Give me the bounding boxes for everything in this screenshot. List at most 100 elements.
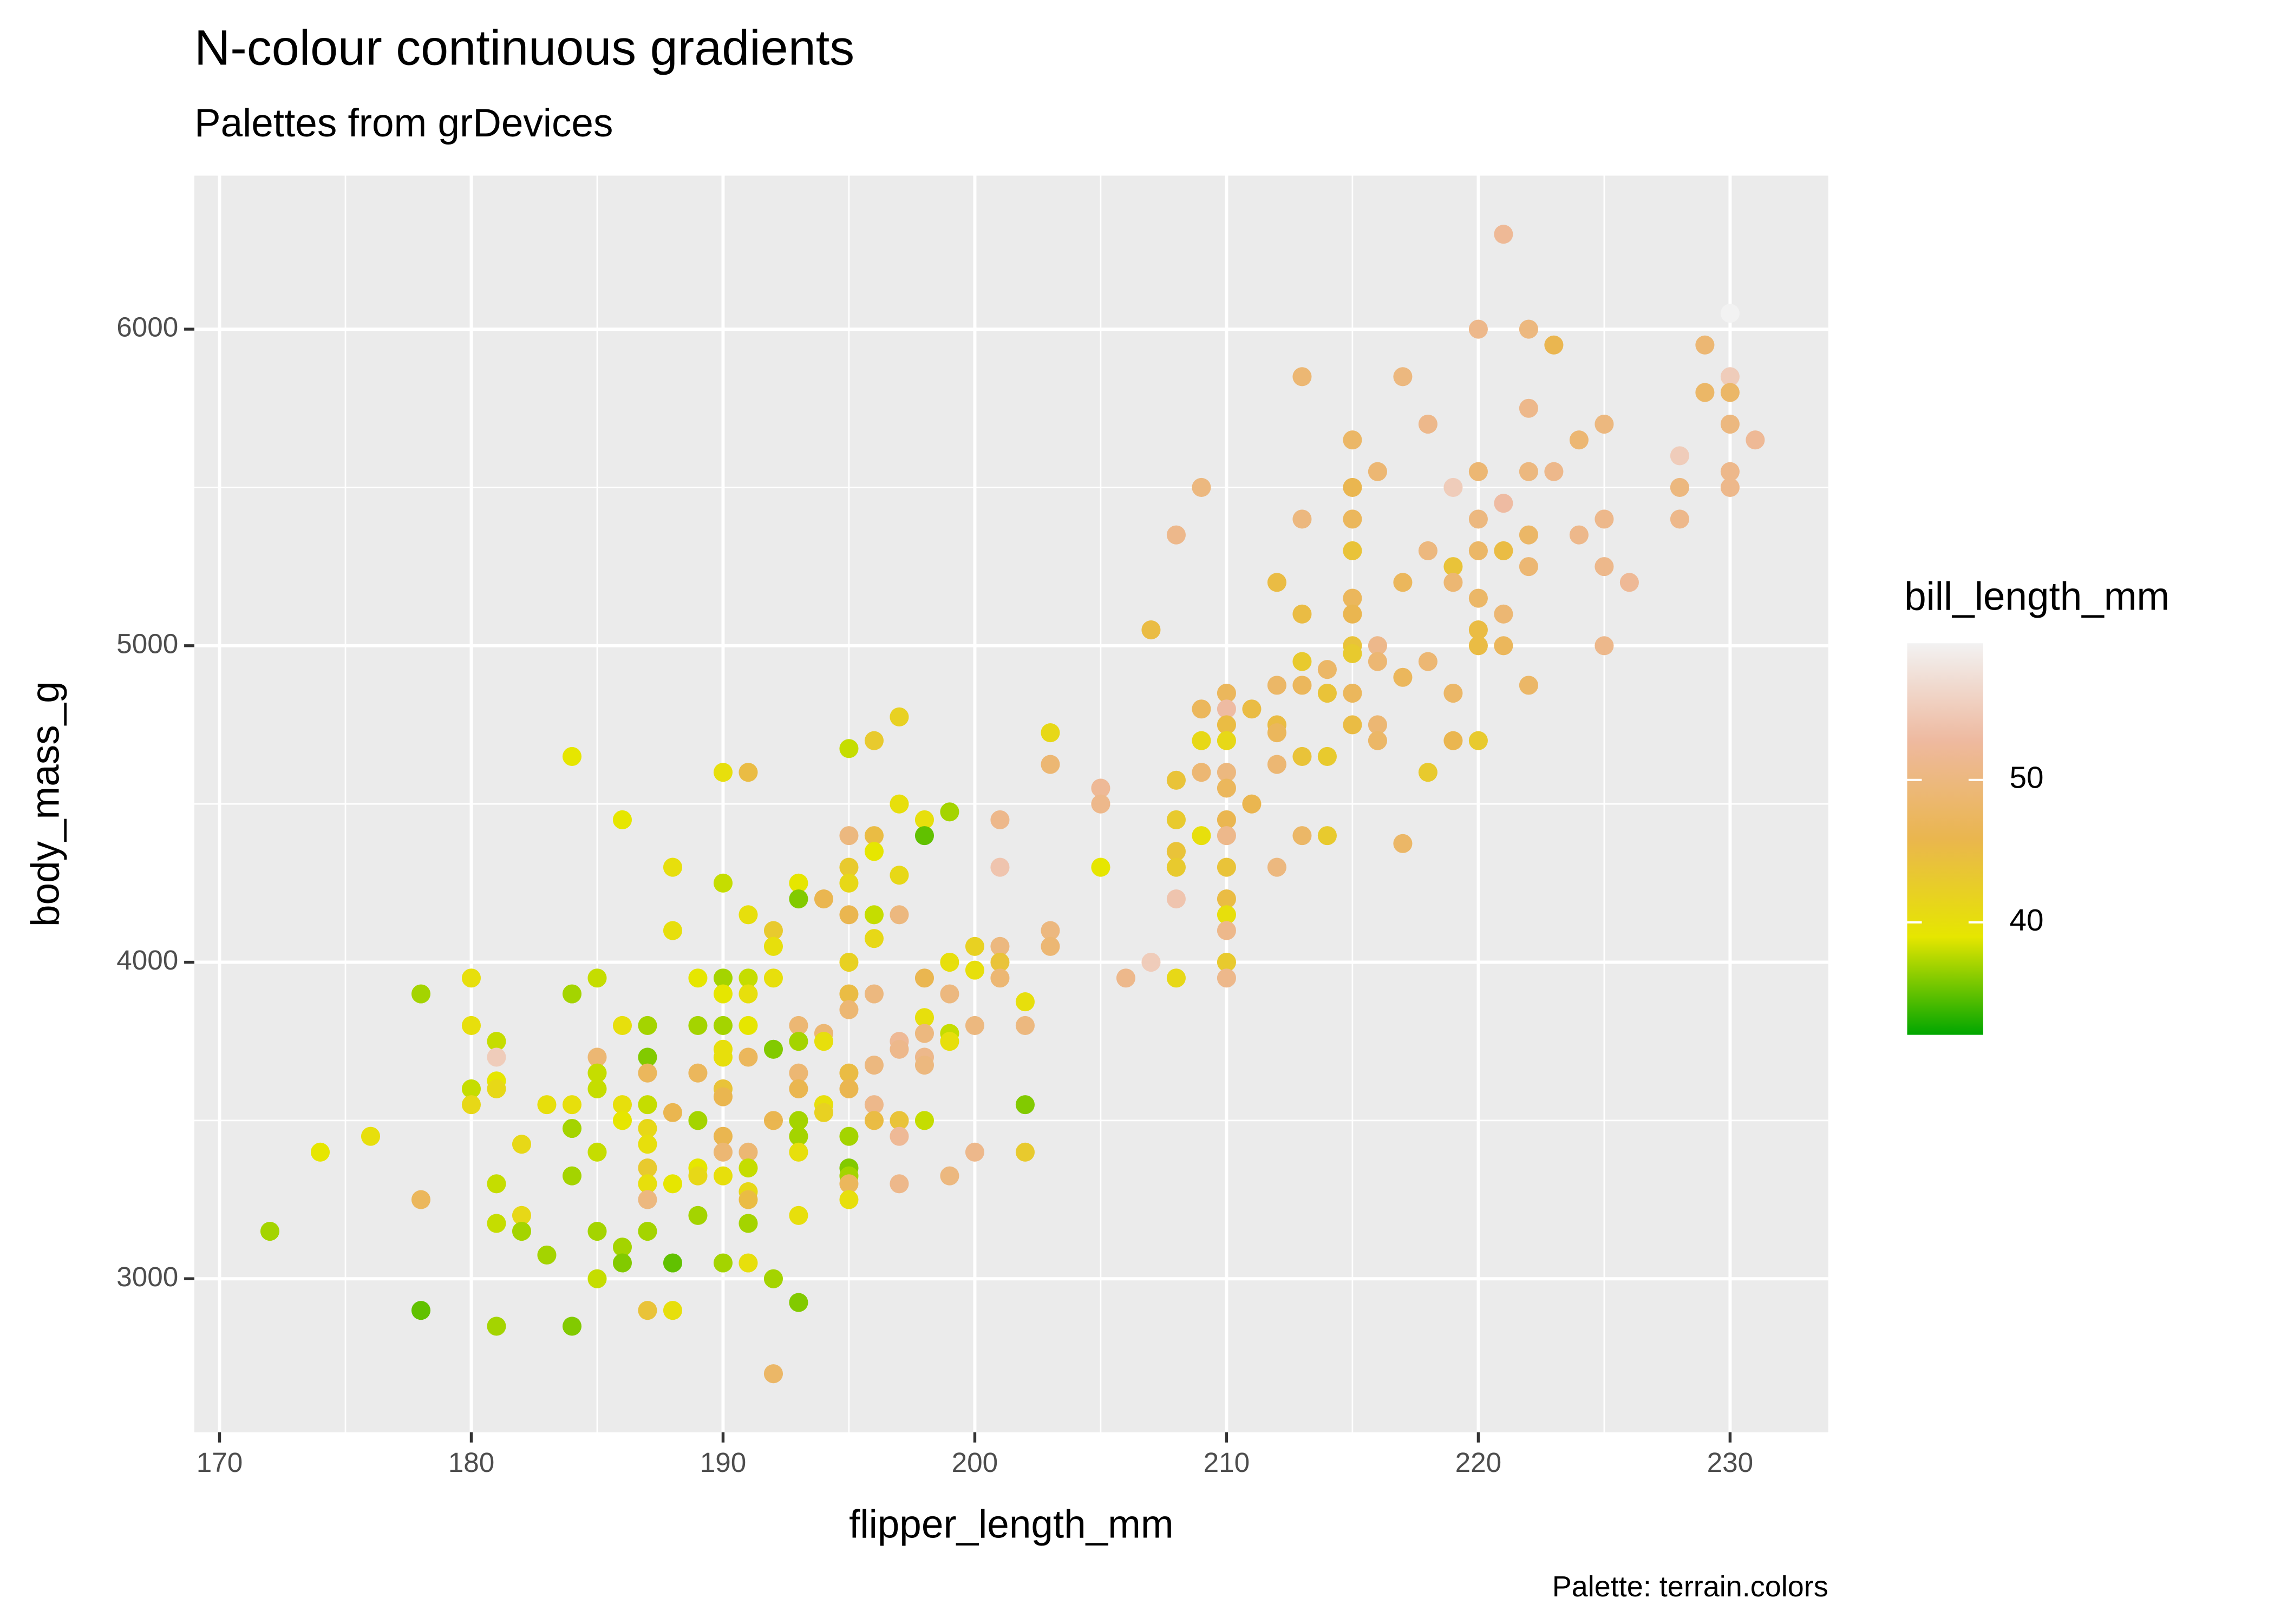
point — [713, 1166, 733, 1186]
point — [713, 1016, 733, 1036]
point — [914, 1008, 934, 1027]
point — [864, 1095, 884, 1115]
point — [965, 1142, 984, 1162]
point — [1217, 778, 1236, 798]
point — [864, 1056, 884, 1075]
point — [940, 1166, 959, 1186]
point — [1343, 430, 1362, 450]
point — [864, 1111, 884, 1130]
point — [688, 1016, 708, 1036]
point — [638, 1174, 657, 1194]
point — [638, 1095, 657, 1115]
point — [890, 1039, 909, 1059]
point — [1192, 826, 1211, 846]
point — [1041, 755, 1060, 774]
point — [1494, 494, 1513, 513]
point — [1494, 604, 1513, 624]
point — [1041, 937, 1060, 956]
point — [890, 794, 909, 814]
point — [587, 1063, 607, 1083]
point — [1317, 660, 1337, 679]
point — [638, 1301, 657, 1320]
point — [1217, 715, 1236, 735]
point — [537, 1095, 557, 1115]
point — [1015, 1142, 1035, 1162]
point — [411, 1190, 431, 1209]
point — [1091, 857, 1110, 877]
point — [763, 968, 783, 988]
point — [990, 937, 1010, 956]
point — [688, 968, 708, 988]
point — [1746, 430, 1765, 450]
point — [1217, 810, 1236, 829]
point — [739, 1142, 758, 1162]
point — [310, 1142, 330, 1162]
point — [1217, 763, 1236, 782]
point — [487, 1174, 506, 1194]
point — [1519, 462, 1538, 481]
point — [1443, 683, 1463, 703]
point — [890, 905, 909, 925]
point — [688, 1166, 708, 1186]
point — [562, 1317, 582, 1336]
point — [1292, 676, 1312, 695]
point — [1519, 525, 1538, 545]
point — [1519, 398, 1538, 418]
point — [587, 1079, 607, 1098]
point — [638, 1047, 657, 1067]
point — [1091, 794, 1110, 814]
point — [839, 1174, 859, 1194]
point — [864, 929, 884, 948]
point — [839, 1000, 859, 1019]
point — [1343, 588, 1362, 608]
point — [940, 802, 959, 822]
x-tick-label: 200 — [952, 1447, 998, 1478]
point — [713, 1087, 733, 1106]
point — [1443, 477, 1463, 497]
point — [739, 905, 758, 925]
point — [1720, 414, 1740, 434]
point — [1368, 715, 1387, 735]
point — [940, 1032, 959, 1051]
point — [713, 1253, 733, 1273]
point — [612, 810, 632, 829]
point — [1544, 335, 1564, 355]
point — [839, 1127, 859, 1146]
point — [1595, 509, 1614, 529]
point — [1368, 731, 1387, 750]
point — [814, 1103, 833, 1122]
y-tick-label: 5000 — [116, 628, 178, 659]
point — [1217, 889, 1236, 909]
point — [965, 1016, 984, 1036]
point — [487, 1214, 506, 1233]
point — [587, 968, 607, 988]
point — [1217, 731, 1236, 750]
point — [1418, 763, 1437, 782]
point — [1544, 462, 1564, 481]
point — [461, 1079, 481, 1098]
point — [1192, 731, 1211, 750]
point — [914, 1024, 934, 1043]
legend-title: bill_length_mm — [1904, 575, 2170, 619]
point — [487, 1032, 506, 1051]
point — [789, 1111, 808, 1130]
point — [1343, 683, 1362, 703]
point — [914, 1056, 934, 1075]
point — [1443, 557, 1463, 577]
point — [512, 1206, 532, 1225]
point — [1519, 319, 1538, 339]
point — [739, 763, 758, 782]
point — [562, 984, 582, 1004]
point — [1343, 477, 1362, 497]
point — [461, 1095, 481, 1115]
x-tick-label: 190 — [700, 1447, 747, 1478]
point — [612, 1253, 632, 1273]
point — [1720, 477, 1740, 497]
x-tick-label: 220 — [1455, 1447, 1502, 1478]
colorbar — [1907, 643, 1983, 1035]
point — [1468, 462, 1488, 481]
point — [739, 1047, 758, 1067]
point — [1670, 446, 1689, 466]
point — [1494, 225, 1513, 244]
